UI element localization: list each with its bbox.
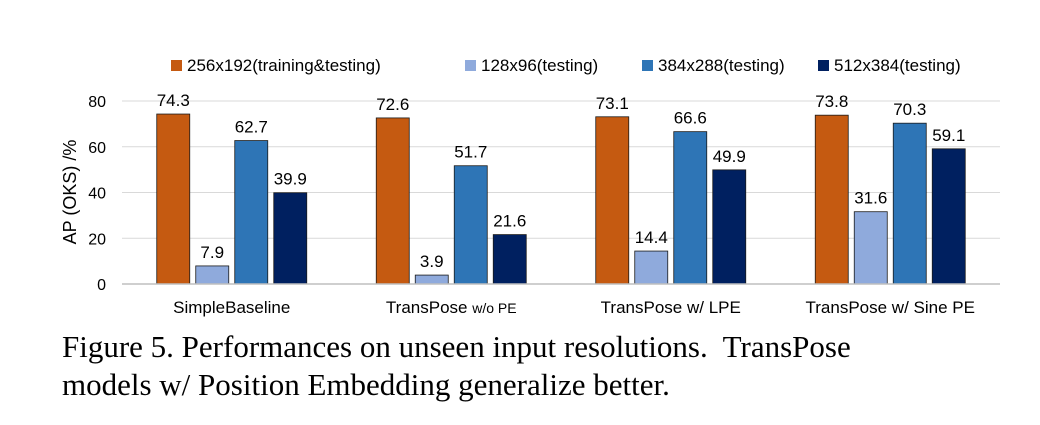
- legend-label-3: 384x288(testing): [658, 56, 785, 75]
- y-tick-labels: 0 20 40 60 80: [88, 94, 106, 294]
- legend-label-4: 512x384(testing): [834, 56, 961, 75]
- value-label: 72.6: [376, 95, 409, 114]
- category-label-transpose-w-o-pe: TransPose w/o PE: [386, 298, 517, 317]
- value-label: 62.7: [235, 118, 268, 137]
- bar-simplebaseline-series-2: [195, 265, 230, 285]
- category-label-transpose-w-lpe: TransPose w/ LPE: [601, 298, 741, 317]
- bar-transpose-w-o-pe-series-2: [414, 274, 449, 285]
- value-label: 51.7: [454, 143, 487, 162]
- bar-simplebaseline-series-1: [156, 113, 191, 285]
- bars: [156, 113, 966, 285]
- y-tick-label: 40: [88, 186, 106, 203]
- y-tick-label: 60: [88, 140, 106, 157]
- legend-swatch-2: [465, 60, 476, 71]
- y-tick-label: 80: [88, 94, 106, 111]
- bar-transpose-w-lpe-series-2: [634, 250, 669, 285]
- gridlines: [122, 100, 1000, 239]
- value-label: 73.1: [596, 94, 629, 113]
- category-label-simplebaseline: SimpleBaseline: [173, 298, 290, 317]
- bar-transpose-w-lpe-series-4: [712, 169, 747, 285]
- bar-transpose-w-sine-pe-series-4: [931, 148, 966, 285]
- value-labels: 74.3 7.9 62.7 39.9 72.6 3.9 51.7 21.6 73.1 14.4 66…: [157, 91, 966, 271]
- value-label: 7.9: [200, 243, 224, 262]
- caption-line-2: models w/ Position Embedding generalize …: [62, 367, 670, 402]
- y-axis-title: AP (OKS) /%: [60, 140, 80, 245]
- bar-transpose-w-o-pe-series-1: [375, 117, 410, 285]
- bar-chart: 0 20 40 60 80 74.3 7.9 62.7 39.9 72.6 3.9 51.7 21.6…: [60, 56, 1000, 317]
- y-tick-label: 20: [88, 231, 106, 248]
- value-label: 49.9: [713, 147, 746, 166]
- value-label: 59.1: [932, 126, 965, 145]
- bar-transpose-w-lpe-series-1: [595, 116, 630, 285]
- value-label: 31.6: [854, 189, 887, 208]
- value-label: 70.3: [893, 100, 926, 119]
- value-label: 66.6: [674, 109, 707, 128]
- value-label: 73.8: [815, 92, 848, 111]
- bar-simplebaseline-series-3: [234, 140, 269, 285]
- figure-caption: Figure 5. Performances on unseen input r…: [62, 328, 1022, 404]
- legend: 256x192(training&testing) 128x96(testing)…: [171, 56, 961, 75]
- legend-swatch-4: [818, 60, 829, 71]
- legend-label-1: 256x192(training&testing): [187, 56, 381, 75]
- value-label: 74.3: [157, 91, 190, 110]
- bar-transpose-w-o-pe-series-4: [492, 234, 527, 285]
- value-label: 14.4: [635, 228, 668, 247]
- bar-simplebaseline-series-4: [273, 192, 308, 285]
- bar-transpose-w-o-pe-series-3: [453, 165, 488, 285]
- value-label: 39.9: [274, 170, 307, 189]
- value-label: 21.6: [493, 212, 526, 231]
- category-labels: SimpleBaseline TransPose w/o PE TransPose …: [173, 298, 975, 317]
- legend-label-2: 128x96(testing): [481, 56, 598, 75]
- value-label: 3.9: [420, 252, 444, 271]
- bar-transpose-w-sine-pe-series-3: [892, 122, 927, 285]
- bar-transpose-w-sine-pe-series-1: [814, 114, 849, 285]
- legend-swatch-1: [171, 60, 182, 71]
- bar-transpose-w-sine-pe-series-2: [853, 211, 888, 285]
- caption-line-1: Figure 5. Performances on unseen input r…: [62, 329, 851, 364]
- category-label-transpose-w-sine-pe: TransPose w/ Sine PE: [806, 298, 975, 317]
- bar-transpose-w-lpe-series-3: [673, 131, 708, 285]
- y-tick-label: 0: [97, 277, 106, 294]
- legend-swatch-3: [642, 60, 653, 71]
